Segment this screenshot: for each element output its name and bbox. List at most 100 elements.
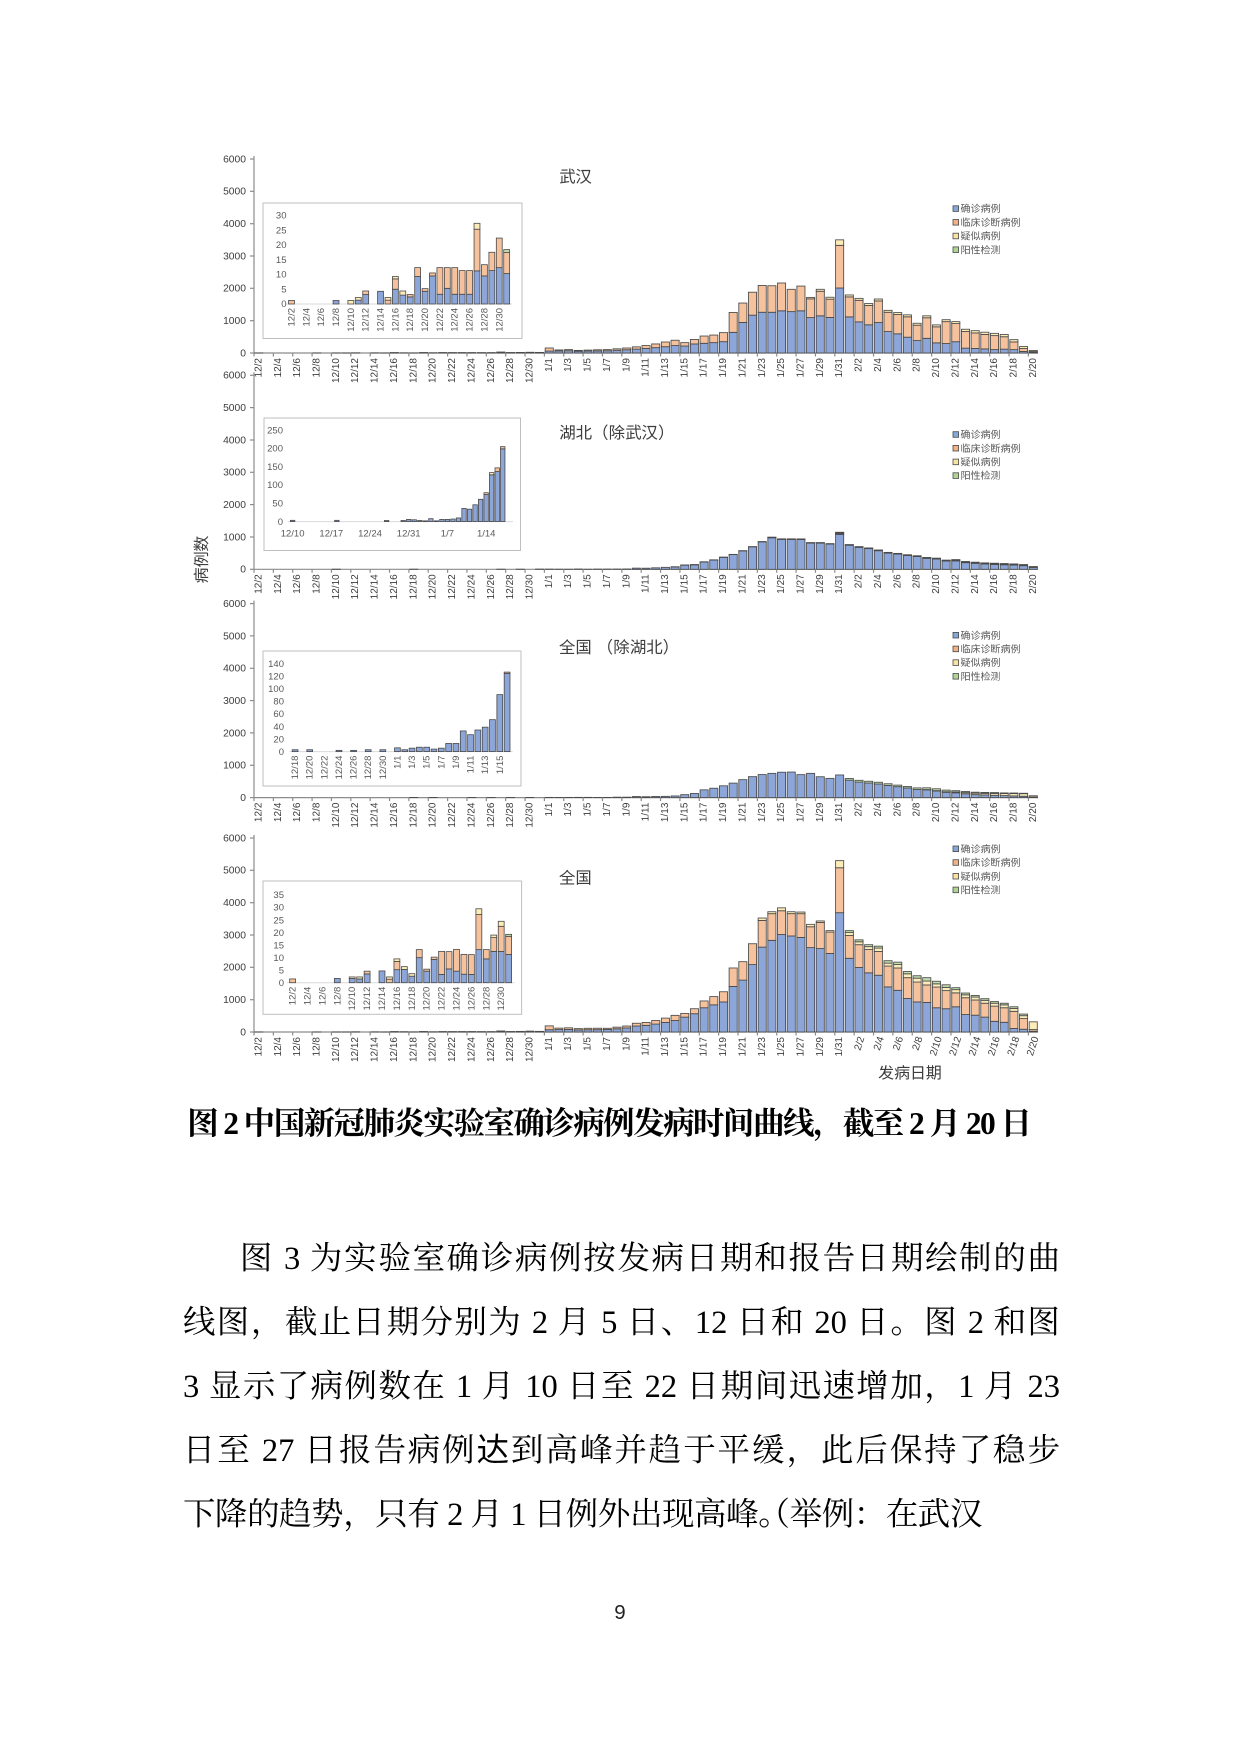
svg-text:12/28: 12/28 [505,1037,516,1062]
svg-text:12/14: 12/14 [370,1037,381,1062]
svg-text:1/29: 1/29 [815,802,826,822]
svg-text:12/24: 12/24 [358,529,382,540]
svg-text:12/16: 12/16 [389,802,400,827]
svg-text:疑似病例: 疑似病例 [961,871,1001,883]
svg-text:2/6: 2/6 [892,574,903,588]
svg-text:12/20: 12/20 [428,358,439,383]
svg-text:1/31: 1/31 [834,358,845,378]
svg-text:12/30: 12/30 [494,308,505,332]
svg-text:80: 80 [273,697,284,708]
svg-text:12/14: 12/14 [370,574,381,599]
svg-text:2/16: 2/16 [989,802,1000,822]
svg-text:1/13: 1/13 [660,358,671,378]
svg-text:2/18: 2/18 [1009,574,1020,594]
svg-text:1/13: 1/13 [660,802,671,822]
svg-text:12/22: 12/22 [447,1037,458,1062]
svg-text:12/10: 12/10 [331,802,342,827]
svg-text:12/28: 12/28 [363,756,374,780]
svg-text:1/9: 1/9 [621,802,632,816]
svg-text:10: 10 [273,953,284,964]
svg-text:5: 5 [281,284,286,295]
svg-text:5000: 5000 [223,187,246,198]
svg-text:2/16: 2/16 [989,358,1000,378]
svg-text:12/17: 12/17 [319,529,343,540]
svg-text:1/21: 1/21 [737,574,748,594]
svg-text:2/20: 2/20 [1028,574,1039,594]
svg-text:2/4: 2/4 [873,574,884,588]
svg-text:12/8: 12/8 [331,308,342,327]
svg-text:1000: 1000 [223,995,246,1006]
svg-text:1/17: 1/17 [699,358,710,378]
svg-text:1/5: 1/5 [422,756,433,769]
svg-text:6000: 6000 [223,833,246,844]
svg-text:12/26: 12/26 [486,574,497,599]
svg-text:12/16: 12/16 [389,574,400,599]
svg-text:1/11: 1/11 [641,1037,652,1056]
svg-text:25: 25 [276,225,287,236]
svg-text:12/22: 12/22 [447,574,458,599]
svg-text:3000: 3000 [223,930,246,941]
svg-text:阳性检测: 阳性检测 [961,244,1001,256]
svg-text:12/28: 12/28 [505,358,516,383]
svg-text:2/20: 2/20 [1028,802,1039,822]
svg-text:1/23: 1/23 [757,802,768,822]
svg-text:疑似病例: 疑似病例 [961,457,1001,469]
svg-text:0: 0 [278,517,283,528]
svg-text:12/14: 12/14 [370,358,381,383]
svg-text:1/9: 1/9 [621,574,632,588]
svg-text:12/24: 12/24 [466,802,477,827]
svg-text:1/14: 1/14 [477,529,496,540]
svg-text:4000: 4000 [223,219,246,230]
svg-text:100: 100 [268,684,284,695]
svg-text:35: 35 [273,890,284,901]
svg-text:1/27: 1/27 [796,802,807,822]
svg-text:12/31: 12/31 [397,529,421,540]
svg-text:2/4: 2/4 [872,1035,887,1052]
svg-text:30: 30 [276,211,287,222]
svg-text:12/4: 12/4 [303,987,314,1006]
svg-text:1000: 1000 [223,761,246,772]
svg-text:12/24: 12/24 [466,358,477,383]
svg-text:4000: 4000 [223,664,246,675]
svg-text:1/5: 1/5 [583,1037,594,1051]
svg-text:5000: 5000 [223,403,246,414]
svg-text:1/1: 1/1 [544,802,555,816]
svg-text:确诊病例: 确诊病例 [961,203,1001,215]
svg-text:100: 100 [267,480,283,491]
svg-text:15: 15 [273,940,284,951]
svg-text:2/2: 2/2 [854,802,865,816]
svg-text:50: 50 [272,499,283,510]
svg-text:2/10: 2/10 [928,1035,945,1057]
svg-text:0: 0 [279,747,284,758]
svg-text:12/12: 12/12 [350,1037,361,1062]
svg-text:确诊病例: 确诊病例 [961,630,1001,642]
svg-text:20: 20 [276,240,287,251]
svg-text:1/19: 1/19 [718,1037,729,1057]
svg-text:12/18: 12/18 [405,308,416,332]
svg-text:6000: 6000 [223,154,246,165]
svg-text:1/17: 1/17 [699,1037,710,1057]
svg-text:12/8: 12/8 [312,802,323,822]
svg-text:25: 25 [273,915,284,926]
svg-text:12/16: 12/16 [389,358,400,383]
svg-text:30: 30 [273,903,284,914]
svg-text:0: 0 [240,565,246,576]
svg-text:1/21: 1/21 [737,802,748,822]
svg-text:0: 0 [240,1027,246,1038]
svg-text:1/7: 1/7 [602,1037,613,1051]
svg-text:12/20: 12/20 [305,756,316,780]
svg-text:1/25: 1/25 [776,802,787,822]
svg-text:2/18: 2/18 [1009,358,1020,378]
svg-text:3000: 3000 [223,696,246,707]
svg-text:12/4: 12/4 [273,802,284,822]
svg-text:2/2: 2/2 [853,1035,868,1052]
svg-text:1/25: 1/25 [776,574,787,594]
svg-text:2/2: 2/2 [854,358,865,372]
svg-text:2/4: 2/4 [873,802,884,816]
svg-text:2/14: 2/14 [970,574,981,594]
svg-text:12/30: 12/30 [525,574,536,599]
svg-text:湖北（除武汉）: 湖北（除武汉） [559,424,675,443]
svg-text:1/9: 1/9 [621,358,632,372]
svg-text:12/30: 12/30 [525,358,536,383]
svg-text:12/22: 12/22 [447,358,458,383]
